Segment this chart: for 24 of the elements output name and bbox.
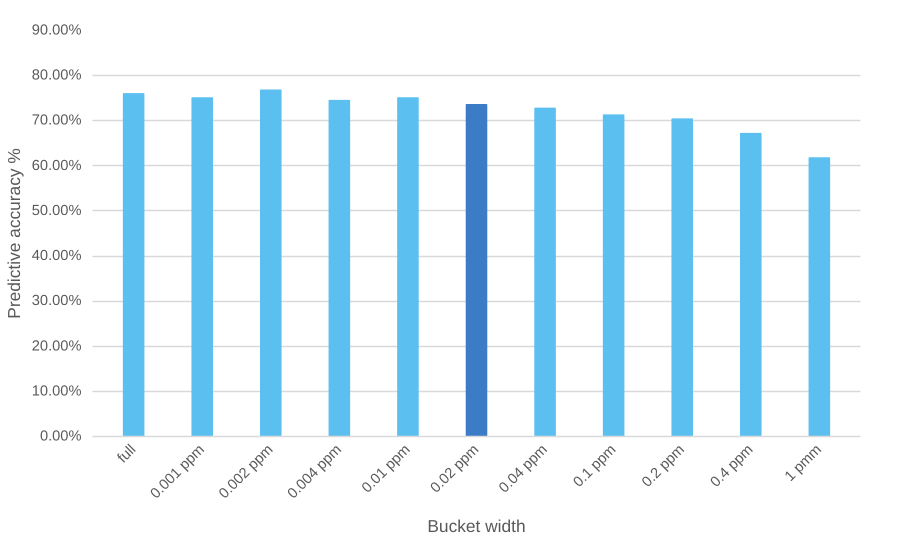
y-tick-label: 50.00% (32, 202, 82, 219)
y-tick-label: 0.00% (40, 428, 82, 444)
x-tick-label: full (114, 442, 140, 466)
bar (328, 100, 350, 436)
bar (397, 97, 419, 436)
bar (534, 108, 556, 436)
bar (740, 132, 762, 436)
y-tick-label: 70.00% (32, 112, 82, 129)
y-tick-label: 20.00% (32, 338, 82, 354)
y-tick-label: 30.00% (32, 293, 82, 310)
y-tick-label: 10.00% (32, 383, 82, 400)
bar (671, 118, 693, 436)
y-tick-label: 90.00% (32, 22, 82, 38)
bar (122, 93, 144, 436)
bar (260, 90, 282, 436)
y-tick-label: 40.00% (32, 248, 82, 264)
y-tick-label: 60.00% (32, 158, 82, 174)
bar (466, 104, 488, 436)
y-axis-title: Predictive accuracy % (4, 148, 24, 319)
x-axis-title: Bucket width (427, 516, 526, 536)
bar (808, 157, 830, 436)
y-tick-label: 80.00% (32, 68, 82, 84)
bar (602, 114, 624, 436)
bar (191, 97, 213, 436)
